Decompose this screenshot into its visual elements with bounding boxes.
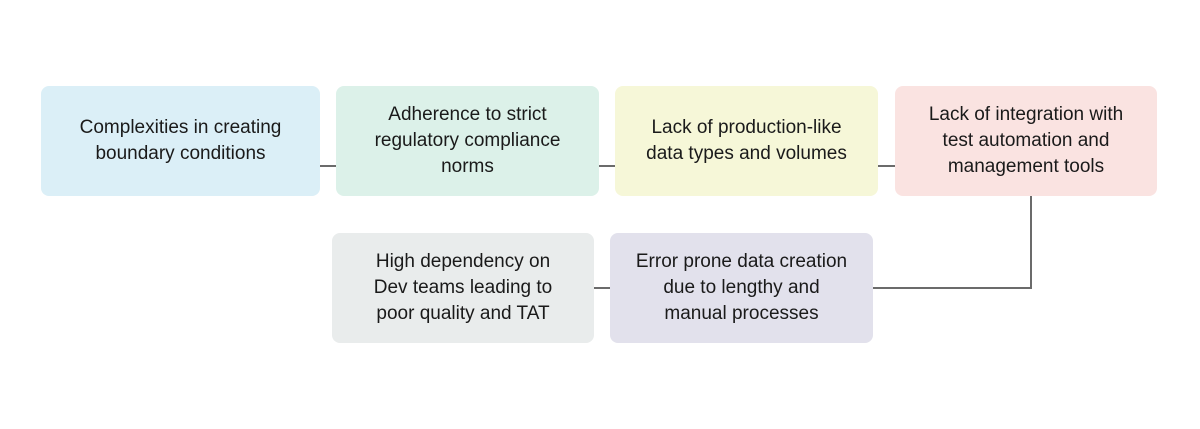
node-production-like-data: Lack of production-like data types and v… (615, 86, 878, 196)
node-boundary-conditions: Complexities in creating boundary condit… (41, 86, 320, 196)
node-label: High dependency on Dev teams leading to … (373, 251, 553, 324)
connector-4-5-horizontal (873, 287, 1032, 289)
node-label: Complexities in creating boundary condit… (79, 117, 282, 164)
connector-5-6 (594, 287, 610, 289)
connector-2-3 (599, 165, 615, 167)
node-label: Error prone data creation due to lengthy… (635, 251, 848, 324)
connector-1-2 (320, 165, 336, 167)
connector-4-5-vertical (1030, 196, 1032, 289)
node-integration-tools: Lack of integration with test automation… (895, 86, 1157, 196)
node-label: Lack of production-like data types and v… (646, 117, 847, 164)
node-label: Lack of integration with test automation… (928, 104, 1124, 177)
node-error-prone-creation: Error prone data creation due to lengthy… (610, 233, 873, 343)
node-label: Adherence to strict regulatory complianc… (374, 104, 561, 177)
node-dev-dependency: High dependency on Dev teams leading to … (332, 233, 594, 343)
connector-3-4 (878, 165, 895, 167)
node-regulatory-compliance: Adherence to strict regulatory complianc… (336, 86, 599, 196)
